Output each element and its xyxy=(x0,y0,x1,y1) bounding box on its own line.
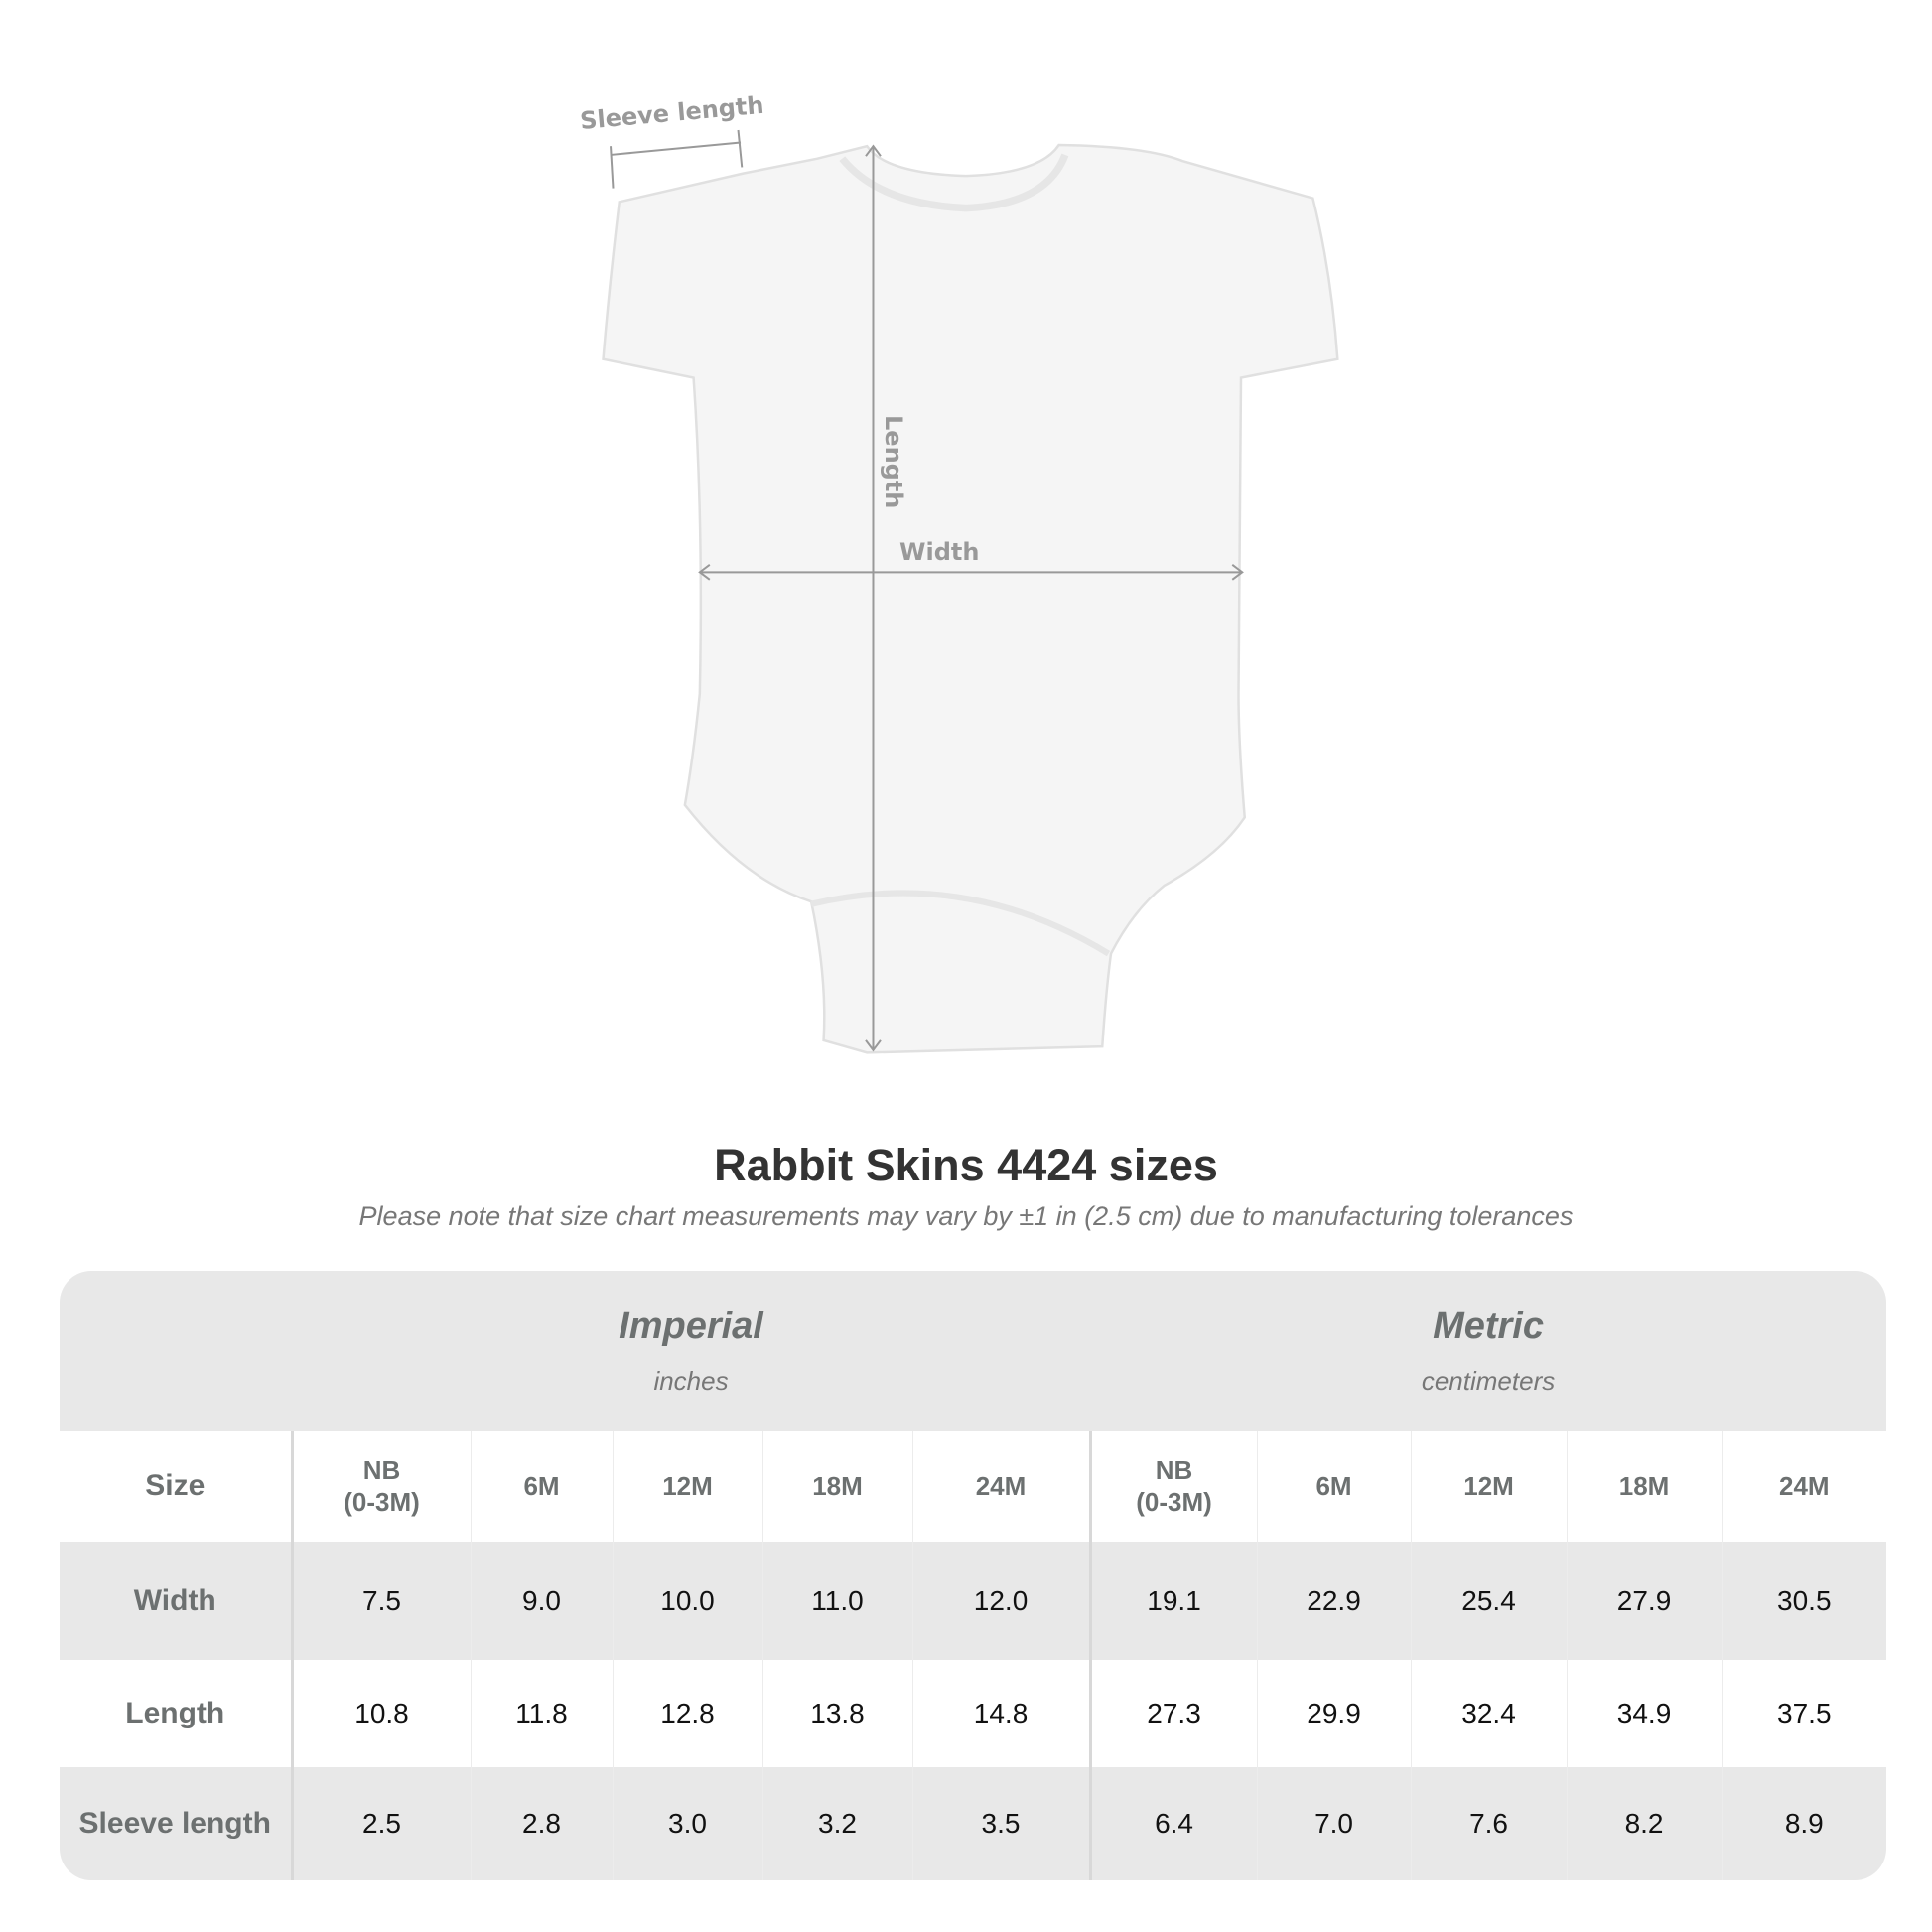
imperial-value: 2.8 xyxy=(470,1767,613,1880)
size-header: 12M xyxy=(1410,1431,1568,1542)
imperial-value: 7.5 xyxy=(291,1542,471,1660)
imperial-unit: inches xyxy=(653,1365,729,1396)
width-label: Width xyxy=(899,538,979,566)
row-label: Sleeve length xyxy=(60,1767,294,1880)
metric-value: 30.5 xyxy=(1721,1542,1886,1660)
table-row: Length 10.8 11.8 12.8 13.8 14.8 27.3 29.9 32.4 34… xyxy=(60,1660,1886,1767)
imperial-value: 11.8 xyxy=(470,1660,613,1767)
table-row: Sleeve length 2.5 2.8 3.0 3.2 3.5 6.4 7.0 7.6 8.2… xyxy=(60,1767,1886,1880)
imperial-value: 11.0 xyxy=(761,1542,912,1660)
imperial-value: 3.5 xyxy=(911,1767,1091,1880)
imperial-value: 9.0 xyxy=(470,1542,613,1660)
metric-value: 19.1 xyxy=(1088,1542,1258,1660)
metric-value: 34.9 xyxy=(1566,1660,1723,1767)
size-header: NB (0-3M) xyxy=(1088,1431,1258,1542)
table-row: Width 7.5 9.0 10.0 11.0 12.0 19.1 22.9 25.4 27.9 3… xyxy=(60,1542,1886,1660)
sleeve-arrow xyxy=(610,141,742,156)
size-header: 18M xyxy=(1566,1431,1723,1542)
imperial-header: Imperial inches xyxy=(292,1271,1091,1431)
size-label: Size xyxy=(60,1431,294,1542)
size-header: NB (0-3M) xyxy=(291,1431,471,1542)
metric-value: 8.9 xyxy=(1721,1767,1886,1880)
size-header: 24M xyxy=(911,1431,1091,1542)
sleeve-length-label: Sleeve length xyxy=(579,91,764,135)
metric-label: Metric xyxy=(1433,1305,1544,1347)
size-header: 6M xyxy=(1256,1431,1412,1542)
size-header: 24M xyxy=(1721,1431,1886,1542)
metric-value: 22.9 xyxy=(1256,1542,1412,1660)
tolerance-note: Please note that size chart measurements… xyxy=(358,1201,1574,1231)
size-header: 6M xyxy=(470,1431,613,1542)
imperial-value: 3.2 xyxy=(761,1767,912,1880)
imperial-value: 10.0 xyxy=(612,1542,762,1660)
imperial-value: 14.8 xyxy=(911,1660,1091,1767)
imperial-value: 2.5 xyxy=(291,1767,471,1880)
unit-header-row: Imperial inches Metric centimeters xyxy=(60,1271,1886,1431)
onesie-image xyxy=(602,143,1339,1054)
metric-value: 6.4 xyxy=(1088,1767,1258,1880)
metric-value: 29.9 xyxy=(1256,1660,1412,1767)
size-table: Imperial inches Metric centimeters Size … xyxy=(60,1271,1886,1880)
metric-value: 32.4 xyxy=(1410,1660,1568,1767)
metric-unit: centimeters xyxy=(1421,1365,1556,1396)
metric-value: 37.5 xyxy=(1721,1660,1886,1767)
onesie-diagram: Sleeve length Length Width xyxy=(579,91,1339,1054)
size-header: 18M xyxy=(761,1431,912,1542)
imperial-value: 12.0 xyxy=(911,1542,1091,1660)
page-title: Rabbit Skins 4424 sizes xyxy=(714,1140,1218,1190)
row-label: Length xyxy=(60,1660,294,1767)
imperial-value: 3.0 xyxy=(612,1767,762,1880)
metric-value: 7.0 xyxy=(1256,1767,1412,1880)
imperial-label: Imperial xyxy=(619,1305,763,1347)
metric-value: 8.2 xyxy=(1566,1767,1723,1880)
metric-header: Metric centimeters xyxy=(1090,1271,1886,1431)
size-row: Size NB (0-3M) 6M 12M 18M 24M NB (0-3M) … xyxy=(60,1431,1886,1542)
imperial-value: 10.8 xyxy=(291,1660,471,1767)
metric-value: 7.6 xyxy=(1410,1767,1568,1880)
size-header: 12M xyxy=(612,1431,762,1542)
metric-value: 25.4 xyxy=(1410,1542,1568,1660)
length-label: Length xyxy=(880,415,907,508)
imperial-value: 13.8 xyxy=(761,1660,912,1767)
row-label: Width xyxy=(60,1542,294,1660)
metric-value: 27.9 xyxy=(1566,1542,1723,1660)
imperial-value: 12.8 xyxy=(612,1660,762,1767)
metric-value: 27.3 xyxy=(1088,1660,1258,1767)
